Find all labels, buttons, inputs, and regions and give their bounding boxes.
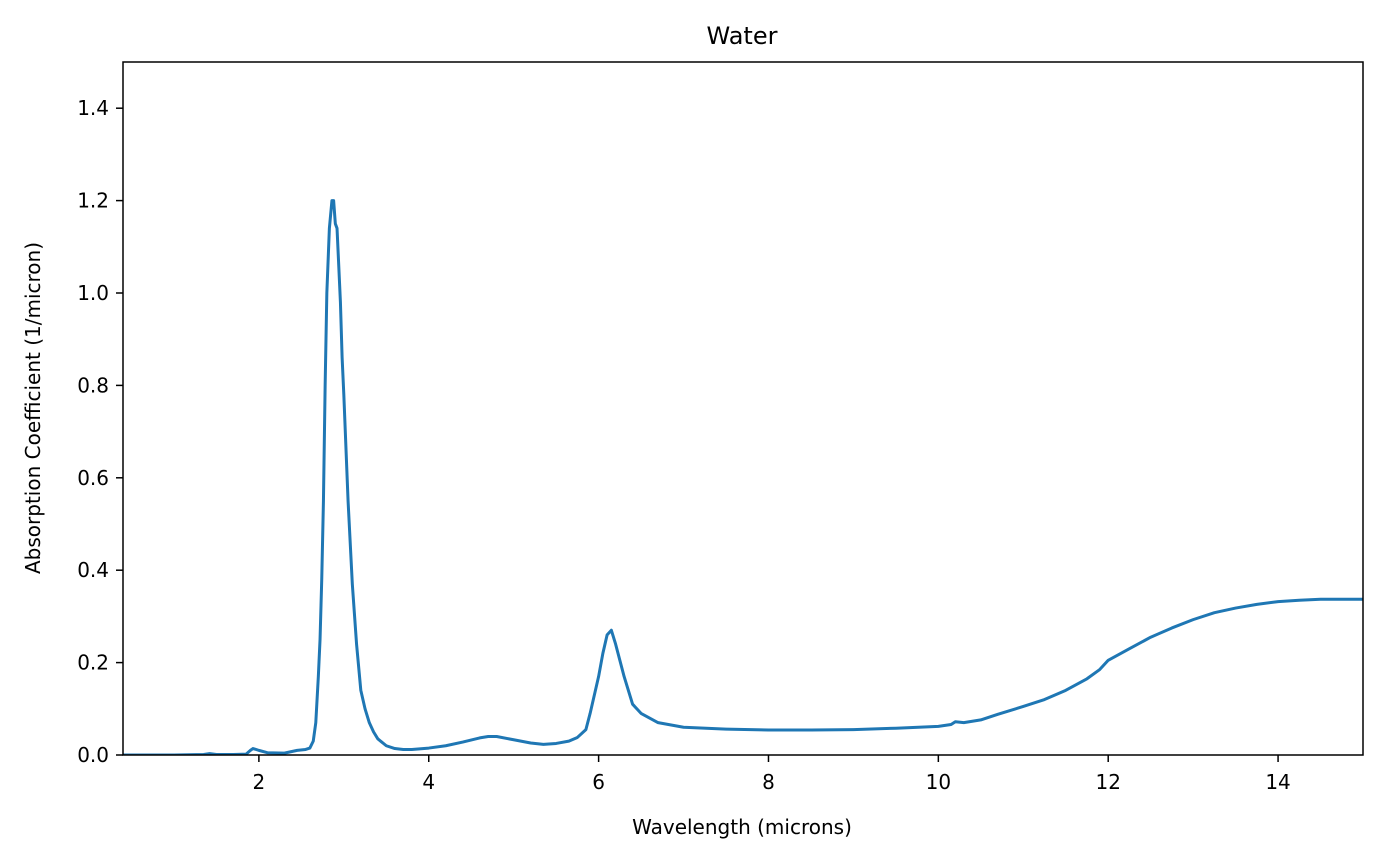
- chart-title: Water: [707, 22, 778, 50]
- series-line-0: [123, 199, 1363, 755]
- x-tick-label: 6: [592, 770, 605, 794]
- y-tick-label: 0.4: [77, 558, 109, 582]
- x-tick-label: 2: [253, 770, 266, 794]
- y-tick-label: 1.4: [77, 96, 109, 120]
- y-tick-label: 0.6: [77, 466, 109, 490]
- y-axis: 0.0 0.2 0.4 0.6 0.8 1.0 1.2 1.4: [77, 96, 123, 767]
- y-tick-label: 0.0: [77, 743, 109, 767]
- y-tick-label: 1.0: [77, 281, 109, 305]
- plot-area: [123, 199, 1363, 755]
- x-tick-label: 10: [926, 770, 951, 794]
- x-axis-title: Wavelength (microns): [632, 815, 852, 839]
- x-tick-label: 4: [422, 770, 435, 794]
- x-tick-label: 14: [1265, 770, 1290, 794]
- x-tick-label: 8: [762, 770, 775, 794]
- x-axis: 2 4 6 8 10 12 14: [253, 755, 1291, 794]
- y-tick-label: 1.2: [77, 189, 109, 213]
- plot-frame: [122, 61, 1364, 756]
- x-tick-label: 12: [1095, 770, 1120, 794]
- y-tick-label: 0.2: [77, 651, 109, 675]
- y-axis-title: Absorption Coefficient (1/micron): [21, 242, 45, 574]
- y-tick-label: 0.8: [77, 373, 109, 397]
